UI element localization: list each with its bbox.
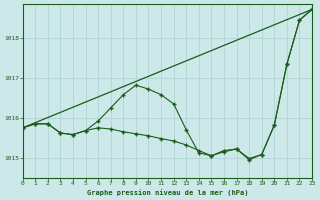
X-axis label: Graphe pression niveau de la mer (hPa): Graphe pression niveau de la mer (hPa)	[87, 189, 248, 196]
